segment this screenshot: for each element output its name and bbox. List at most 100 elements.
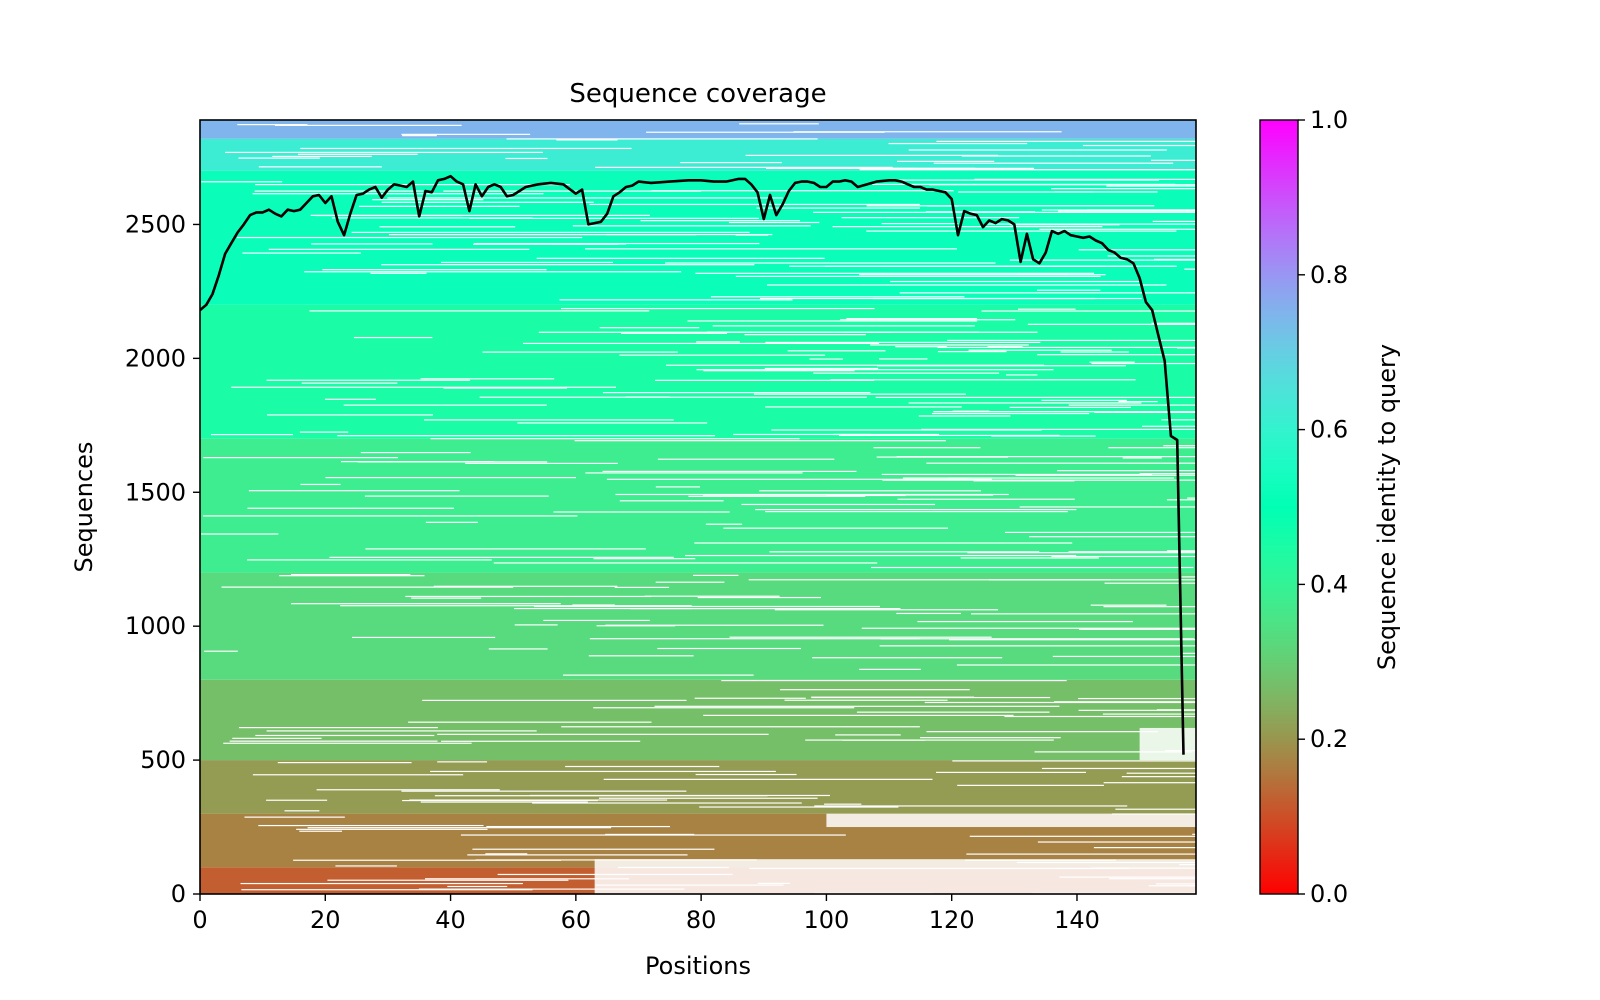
gap-streak [812,657,1003,659]
gap-streak [372,199,484,201]
gap-streak [1104,582,1196,584]
gap-streak [956,664,1196,666]
gap-streak [430,770,776,773]
gap-streak [784,699,948,701]
gap-streak [1184,268,1196,270]
gap-streak [861,627,1196,629]
gap-streak [1094,411,1196,414]
gap-streak [703,370,855,372]
gap-streak [866,205,1155,207]
gap-streak [514,607,692,610]
gap-streak [559,299,793,301]
gap-streak [875,396,1196,398]
gap-streak [329,556,674,558]
gap-streak [897,160,995,162]
gap-streak [360,451,471,454]
gap-streak [1068,404,1196,406]
gap-streak [1115,808,1196,810]
gap-streak [680,161,782,164]
gap-streak [654,705,1060,707]
gap-streak [1103,606,1196,608]
gap-streak [811,696,975,698]
gap-streak [422,699,687,701]
gap-streak [290,573,411,576]
gap-streak [1034,751,1193,753]
gap-streak [424,878,630,880]
gap-streak [1006,374,1038,376]
gap-streak [430,438,800,440]
gap-streak [423,419,674,421]
gap-streak [838,434,1060,437]
gap-streak [744,334,866,336]
gap-streak [1015,474,1196,476]
y-tick-label: 0 [171,880,186,908]
gap-streak [447,885,508,888]
gap-streak [949,639,1196,641]
gap-streak [300,147,632,150]
gap-streak [1004,531,1196,534]
gap-streak [599,327,700,329]
gap-streak [324,398,376,400]
gap-streak [814,805,1128,807]
gap-streak [272,155,372,158]
gap-streak [966,853,1196,855]
gap-streak [879,645,1196,647]
gap-streak [593,558,696,560]
gap-streak [970,613,1196,615]
identity-band-4 [200,572,1196,680]
gap-streak [322,269,547,271]
chart-title: Sequence coverage [569,79,826,109]
gap-streak [1166,550,1196,552]
gap-streak [1156,628,1196,630]
gap-streak [1089,361,1135,363]
gap-streak [703,714,1014,716]
gap-streak [340,605,692,607]
gap-streak [266,799,328,801]
gap-streak [1041,209,1196,211]
gap-streak [846,318,977,320]
gap-streak [1017,308,1076,310]
gap-streak [694,697,806,699]
gap-streak [619,500,724,502]
gap-streak [1010,224,1120,226]
gap-streak [493,562,878,564]
gap-streak [1093,847,1196,849]
gap-streak [987,346,1023,348]
gap-streak [723,527,948,529]
gap-streak [657,458,835,460]
gap-streak [876,365,1126,367]
gap-streak [666,364,1045,366]
gap-streak [556,139,618,141]
gap-streak [896,612,961,615]
gap-streak [981,310,1196,312]
gap-streak [443,387,568,389]
gap-streak [926,731,1158,733]
gap-streak [695,272,1095,274]
gap-streak [244,816,345,818]
gap-streak [505,157,548,160]
gap-streak [551,243,627,245]
gap-streak [364,495,549,497]
gap-streak [832,433,871,436]
gap-streak [291,603,561,605]
gap-streak [774,609,999,611]
gap-streak [705,523,743,525]
gap-streak [602,470,857,473]
gap-streak [1078,697,1196,700]
colorbar [1259,119,1299,895]
gap-streak [514,624,558,626]
gap-streak [1060,351,1129,353]
gap-streak [238,157,320,159]
gap-streak [335,865,397,867]
gap-streak [252,193,544,195]
x-axis: 0 20 40 60 80 100 120 140 [192,894,1100,934]
gap-streak [967,552,1196,554]
gap-streak [1154,258,1196,261]
gap-streak [1121,776,1196,778]
gap-streak [1078,249,1196,251]
gap-streak [1017,273,1069,275]
gap-streak [1091,362,1196,365]
gap-streak [935,771,1087,773]
gap-streak [921,428,1196,430]
gap-streak [1051,188,1196,190]
